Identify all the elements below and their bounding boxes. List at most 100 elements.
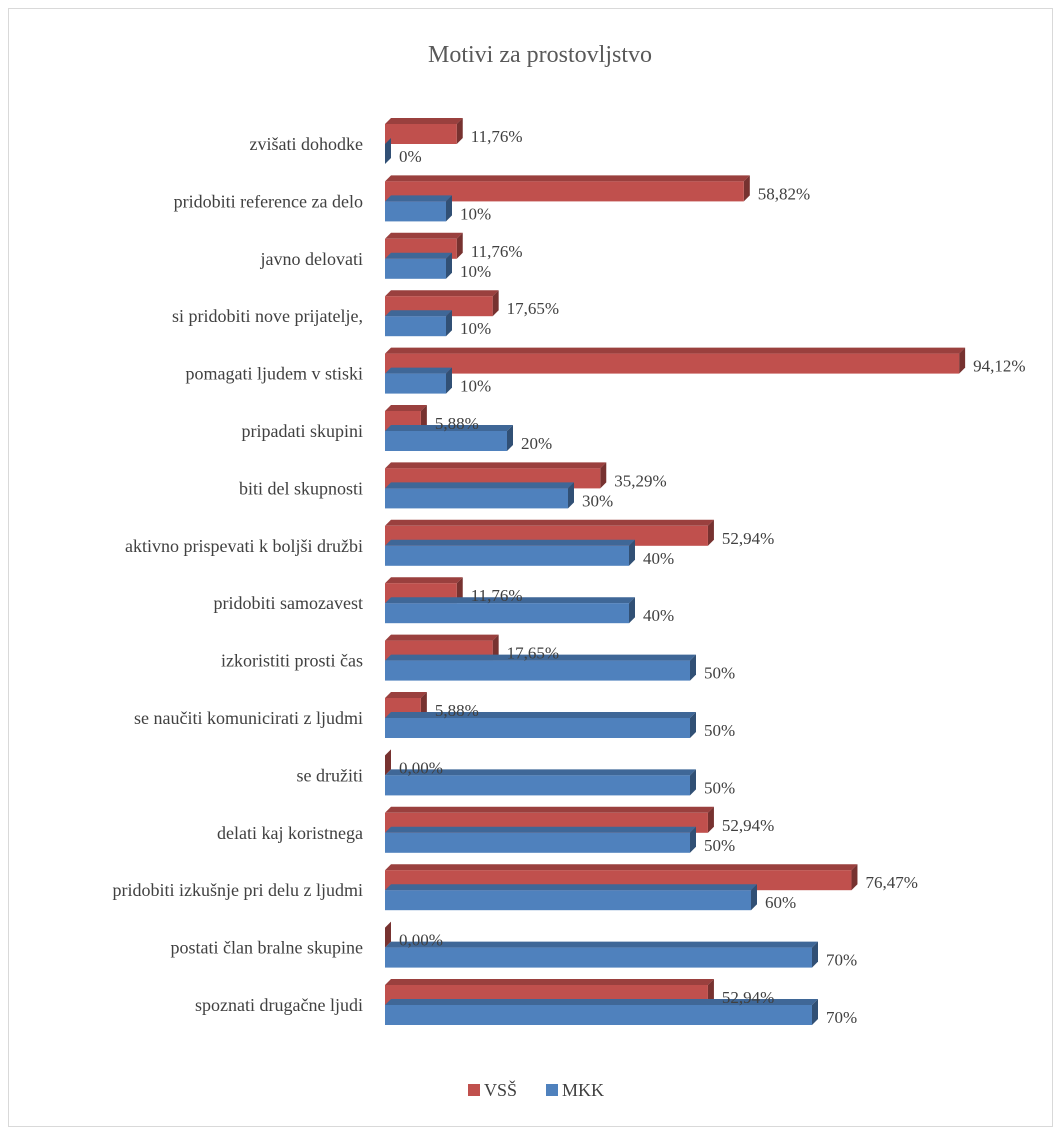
data-label-vss-delati-kaj-koristnega: 52,94% <box>722 816 774 835</box>
data-label-vss-se-druziti: 0,00% <box>399 758 443 777</box>
bar-top-face <box>385 482 574 489</box>
bar-top-face <box>385 712 696 718</box>
data-label-mkk-biti-del-skupnosti: 30% <box>582 491 613 510</box>
bar-mkk-spoznati-drugacne-ljudi <box>385 999 818 1025</box>
bar-front-face <box>385 201 446 222</box>
bar-front-face <box>385 353 960 374</box>
bar-top-face <box>385 347 966 354</box>
bar-mkk-pridobiti-reference-za-delo <box>385 195 452 222</box>
data-label-mkk-pripadati-skupini: 20% <box>521 434 552 453</box>
data-label-mkk-pridobiti-izkusnje-pri-delu-z-ljudmi: 60% <box>765 893 796 912</box>
data-label-vss-pridobiti-izkusnje-pri-delu-z-ljudmi: 76,47% <box>865 873 917 892</box>
bar-front-face <box>385 832 690 853</box>
bar-top-face <box>385 425 513 431</box>
legend-swatch <box>468 1084 480 1096</box>
bar-side-face <box>629 539 635 566</box>
legend-swatch <box>546 1084 558 1096</box>
bar-mkk-pridobiti-izkusnje-pri-delu-z-ljudmi <box>385 884 757 911</box>
bar-side-face <box>446 195 452 222</box>
data-label-mkk-aktivno-prispevati-k-boljsi-druzbi: 40% <box>643 549 674 568</box>
category-label-si-pridobiti-nove-prijatelje: si pridobiti nove prijatelje, <box>172 306 363 326</box>
bar-mkk-delati-kaj-koristnega <box>385 826 696 853</box>
bar-side-face <box>707 979 714 1005</box>
category-label-pridobiti-samozavest: pridobiti samozavest <box>214 593 363 613</box>
bar-side-face <box>751 884 757 911</box>
bar-top-face <box>385 577 463 584</box>
bar-top-face <box>385 654 696 661</box>
bar-vss-pridobiti-reference-za-delo <box>385 175 750 202</box>
bar-top-face <box>385 367 452 374</box>
bar-front-face <box>385 660 690 681</box>
bar-top-face <box>385 597 635 604</box>
bar-side-face <box>690 654 696 681</box>
bar-front-face <box>385 488 568 509</box>
data-label-mkk-si-pridobiti-nove-prijatelje: 10% <box>460 319 491 338</box>
bar-front-face <box>385 181 744 202</box>
data-label-mkk-se-druziti: 50% <box>704 778 735 797</box>
data-label-mkk-javno-delovati: 10% <box>460 262 491 281</box>
bar-side-face <box>385 138 391 164</box>
category-label-delati-kaj-koristnega: delati kaj koristnega <box>217 823 363 843</box>
bar-side-face <box>420 692 427 718</box>
data-label-mkk-izkoristiti-prosti-cas: 50% <box>704 664 735 683</box>
bar-side-face <box>812 999 818 1025</box>
bar-front-face <box>385 1005 812 1025</box>
data-label-vss-izkoristiti-prosti-cas: 17,65% <box>507 644 559 663</box>
data-label-vss-javno-delovati: 11,76% <box>471 242 523 261</box>
bar-top-face <box>385 539 635 546</box>
data-label-mkk-pridobiti-reference-za-delo: 10% <box>460 204 491 223</box>
bar-front-face <box>385 545 629 566</box>
bar-mkk-se-druziti <box>385 769 696 796</box>
bar-side-face <box>507 425 513 451</box>
legend-label: MKK <box>562 1080 604 1100</box>
data-label-vss-se-nauciti-komunicirati-z-ljudmi: 5,88% <box>435 701 479 720</box>
bar-side-face <box>600 462 607 489</box>
bar-top-face <box>385 118 463 124</box>
category-label-pridobiti-izkusnje-pri-delu-z-ljudmi: pridobiti izkušnje pri delu z ljudmi <box>113 880 363 900</box>
bar-front-face <box>385 718 690 738</box>
bar-side-face <box>446 252 452 279</box>
data-label-mkk-spoznati-drugacne-ljudi: 70% <box>826 1008 857 1027</box>
bar-top-face <box>385 462 607 469</box>
data-label-mkk-zvisati-dohodke: 0% <box>399 147 422 166</box>
bar-top-face <box>385 941 818 948</box>
bar-side-face <box>959 347 966 374</box>
legend-label: VSŠ <box>484 1079 517 1100</box>
bar-side-face <box>690 712 696 738</box>
bar-mkk-si-pridobiti-nove-prijatelje <box>385 310 452 337</box>
bar-top-face <box>385 232 463 239</box>
data-label-mkk-postati-clan-bralne-skupine: 70% <box>826 951 857 970</box>
legend-item-mkk: MKK <box>546 1080 604 1100</box>
data-label-vss-pridobiti-reference-za-delo: 58,82% <box>758 184 810 203</box>
category-label-postati-clan-bralne-skupine: postati član bralne skupine <box>171 938 363 958</box>
bar-side-face <box>446 310 452 337</box>
bar-top-face <box>385 405 427 411</box>
bar-front-face <box>385 947 812 968</box>
data-label-vss-spoznati-drugacne-ljudi: 52,94% <box>722 988 774 1007</box>
data-label-mkk-se-nauciti-komunicirati-z-ljudmi: 50% <box>704 721 735 740</box>
bar-side-face <box>492 634 499 661</box>
bar-mkk-pripadati-skupini <box>385 425 513 451</box>
bar-top-face <box>385 290 499 297</box>
bar-side-face <box>743 175 750 202</box>
bar-side-face <box>851 864 858 891</box>
bar-vss-pomagati-ljudem-v-stiski <box>385 347 966 374</box>
category-label-javno-delovati: javno delovati <box>260 249 363 269</box>
bar-side-face <box>690 826 696 853</box>
bar-mkk-se-nauciti-komunicirati-z-ljudmi <box>385 712 696 738</box>
bar-mkk-izkoristiti-prosti-cas <box>385 654 696 681</box>
category-label-spoznati-drugacne-ljudi: spoznati drugačne ljudi <box>195 995 363 1015</box>
bars-layer <box>385 118 966 1025</box>
bar-top-face <box>385 864 858 871</box>
category-label-pomagati-ljudem-v-stiski: pomagati ljudem v stiski <box>186 364 364 384</box>
labels-layer: zvišati dohodke 11,76% 0% pridobiti referen… <box>113 127 1026 1027</box>
bar-mkk-pomagati-ljudem-v-stiski <box>385 367 452 394</box>
bar-mkk-pridobiti-samozavest <box>385 597 635 624</box>
bar-side-face <box>420 405 427 431</box>
bar-side-face <box>456 118 463 144</box>
bar-front-face <box>385 775 690 796</box>
bar-mkk-postati-clan-bralne-skupine <box>385 941 818 968</box>
data-label-vss-aktivno-prispevati-k-boljsi-druzbi: 52,94% <box>722 529 774 548</box>
category-label-izkoristiti-prosti-cas: izkoristiti prosti čas <box>221 651 363 671</box>
